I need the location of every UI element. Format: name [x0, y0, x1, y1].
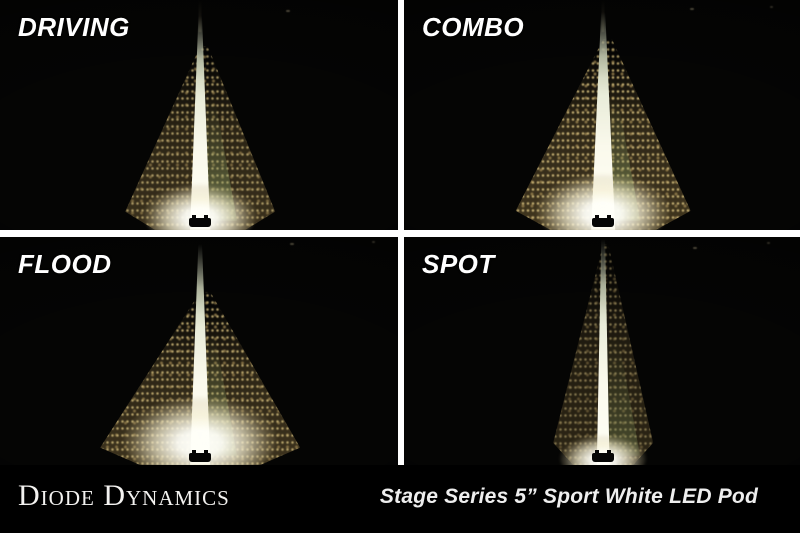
- led-pod-silhouette: [592, 215, 615, 227]
- led-pod-silhouette: [592, 450, 615, 462]
- brand-wordmark: Diode Dynamics: [18, 479, 230, 512]
- photo-driving-beam: DRIVING: [0, 0, 398, 230]
- distant-road: [198, 0, 202, 33]
- led-pod-silhouette: [189, 215, 212, 227]
- distant-light-speck: [372, 241, 375, 243]
- distant-light-speck: [286, 10, 290, 12]
- distant-light-speck: [767, 242, 770, 244]
- photo-spot-beam: SPOT: [404, 237, 800, 465]
- panel-label-driving: DRIVING: [18, 12, 130, 42]
- led-pod-silhouette: [189, 450, 212, 462]
- panel-label-flood: FLOOD: [18, 249, 112, 279]
- distant-light-speck: [770, 6, 773, 8]
- distant-light-speck: [690, 8, 694, 10]
- photo-combo-beam: COMBO: [404, 0, 800, 230]
- product-caption: Stage Series 5” Sport White LED Pod: [379, 484, 758, 508]
- photo-flood-beam: FLOOD: [0, 237, 398, 465]
- panel-label-spot: SPOT: [422, 249, 495, 279]
- distant-light-speck: [290, 243, 294, 245]
- panel-label-combo: COMBO: [422, 12, 525, 42]
- distant-light-speck: [693, 247, 697, 249]
- footer-caption-bar: Diode Dynamics Stage Series 5” Sport Whi…: [0, 465, 800, 533]
- photo-grid: DRIVING COMBO FLOOD: [0, 0, 800, 465]
